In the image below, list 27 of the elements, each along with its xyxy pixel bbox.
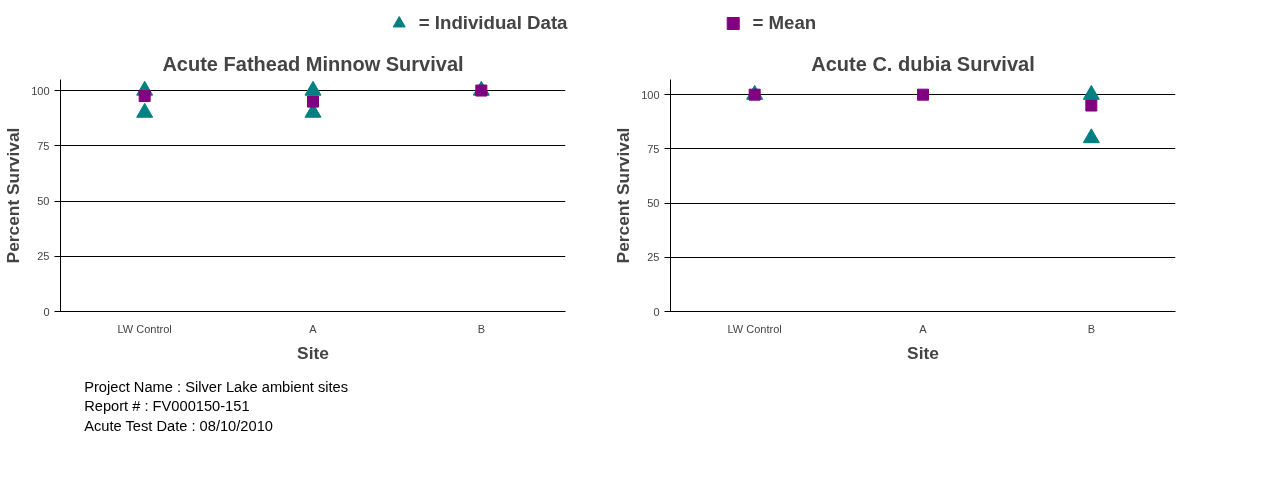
x-tick-label: A: [309, 322, 318, 335]
text: Acute Test Date : 08/10/2010: [84, 417, 273, 434]
x-tick-label: B: [1087, 322, 1096, 335]
x-tick-label: A: [919, 322, 928, 335]
x-axis-title: Site: [907, 342, 940, 363]
x-tick-label: LW Control: [117, 322, 172, 335]
text: Project Name : Silver Lake ambient sites: [84, 378, 349, 395]
y-axis-title: Percent Survival: [3, 127, 24, 264]
chart-title: Acute Fathead Minnow Survival: [162, 52, 464, 75]
y-tick-label: 100: [31, 84, 50, 97]
y-tick-label: 75: [37, 139, 50, 152]
y-tick-label: 25: [37, 250, 50, 263]
x-tick-label: B: [477, 322, 486, 335]
y-tick-label: 25: [647, 251, 660, 264]
y-tick-label: 0: [43, 305, 50, 318]
y-tick-label: 50: [647, 197, 660, 210]
y-tick-label: 0: [653, 305, 660, 318]
y-tick-label: 75: [647, 142, 660, 155]
chart-title: Acute C. dubia Survival: [811, 52, 1035, 75]
y-axis-title: Percent Survival: [613, 127, 634, 264]
legend-label: = Mean: [752, 11, 817, 34]
text: Report # : FV000150-151: [84, 398, 250, 415]
legend-label: = Individual Data: [418, 11, 568, 34]
x-tick-label: LW Control: [727, 322, 782, 335]
y-tick-label: 50: [37, 195, 50, 208]
x-axis-title: Site: [297, 342, 330, 363]
y-tick-label: 100: [641, 88, 660, 101]
